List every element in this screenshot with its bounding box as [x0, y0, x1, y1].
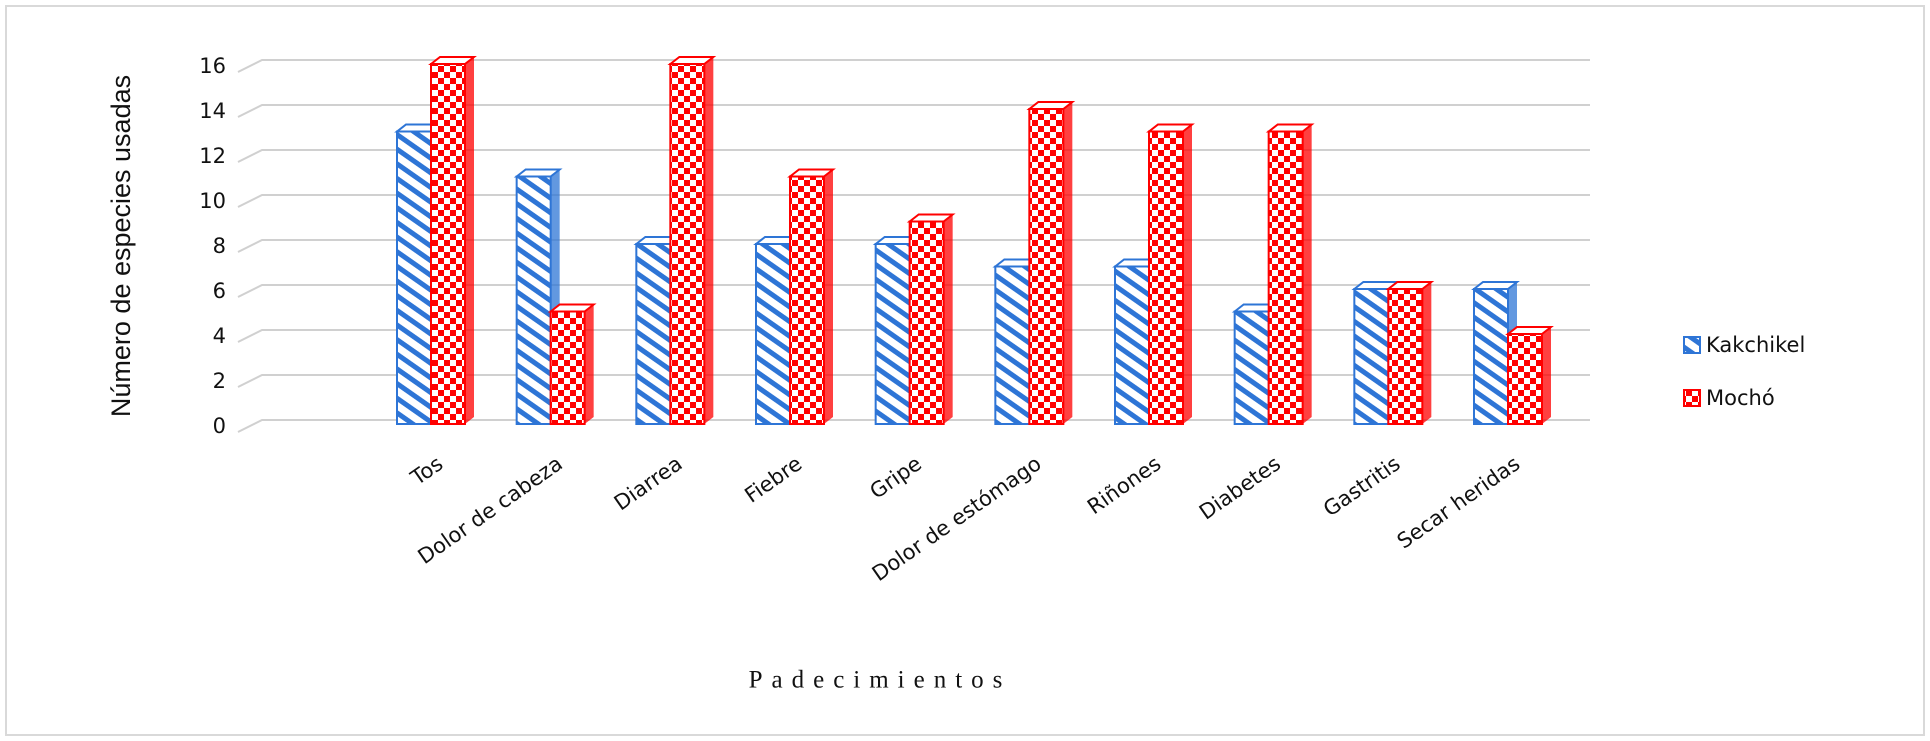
grid-line: [237, 59, 1590, 73]
grid-line: [237, 239, 1590, 253]
y-tick-label: 6: [213, 279, 226, 303]
bar-top: [547, 303, 597, 313]
grid-line: [237, 194, 1590, 208]
x-axis-title: Padecimientos: [749, 667, 1012, 694]
y-tick-label: 12: [199, 144, 226, 168]
frame: [5, 5, 1925, 736]
bar: [1387, 288, 1424, 425]
grid-line: [237, 104, 1590, 118]
bar-side: [943, 214, 953, 424]
bar: [755, 243, 791, 425]
y-axis-title: Número de especies usadas: [106, 75, 136, 417]
y-tick-label: 4: [213, 324, 226, 348]
bar-top: [1265, 123, 1315, 133]
y-tick-label: 0: [213, 414, 226, 438]
bar: [1148, 130, 1184, 425]
bar: [396, 130, 432, 425]
y-tick-label: 16: [199, 54, 226, 78]
bar-top: [1505, 326, 1554, 335]
bar-side: [1183, 124, 1192, 424]
bar-side: [1302, 124, 1312, 424]
bar: [1028, 108, 1065, 425]
bar: [515, 175, 552, 425]
bar-side: [1542, 327, 1551, 424]
grid-line: [237, 149, 1590, 163]
bar-top: [1026, 101, 1076, 110]
legend-swatch: [1683, 336, 1701, 354]
x-tick-label: Gripe: [866, 451, 926, 503]
x-tick-label: Fiebre: [740, 451, 806, 507]
bar-side: [824, 169, 833, 424]
y-tick-label: 2: [213, 369, 226, 393]
bar-top: [428, 56, 477, 65]
bar-side: [465, 57, 474, 424]
bar-top: [513, 168, 563, 178]
bar-top: [667, 56, 717, 65]
bar-side: [584, 304, 594, 424]
bar-top: [906, 213, 956, 223]
bar: [669, 63, 706, 425]
bar: [1473, 288, 1509, 425]
bar: [635, 243, 672, 425]
bar: [1353, 288, 1390, 425]
bar-side: [1422, 282, 1432, 424]
x-tick-label: Diabetes: [1195, 451, 1285, 524]
x-tick-label: Tos: [406, 451, 448, 490]
bar: [1233, 310, 1270, 425]
bar: [789, 175, 825, 425]
bar: [908, 220, 945, 425]
x-tick-label: Gastritis: [1319, 451, 1405, 521]
y-tick-label: 8: [213, 234, 226, 258]
bar: [874, 243, 911, 425]
bar-side: [704, 57, 714, 424]
x-tick-label: Riñones: [1083, 451, 1165, 519]
bar: [1114, 265, 1150, 425]
y-tick-label: 14: [199, 99, 226, 123]
bar-top: [1146, 123, 1195, 133]
bar: [549, 310, 586, 425]
bar: [430, 63, 466, 425]
bar: [1267, 130, 1304, 425]
bar: [994, 265, 1031, 425]
bar-top: [1471, 281, 1520, 290]
legend-label: Mochó: [1706, 386, 1775, 410]
bar: [1507, 333, 1543, 425]
bar-top: [1385, 281, 1435, 290]
legend-swatch: [1683, 389, 1701, 407]
bar-side: [1063, 102, 1073, 424]
x-tick-label: Secar heridas: [1393, 451, 1525, 553]
x-tick-label: Diarrea: [610, 451, 687, 515]
y-tick-label: 10: [199, 189, 226, 213]
legend-label: Kakchikel: [1706, 333, 1805, 357]
bar-top: [787, 168, 836, 178]
